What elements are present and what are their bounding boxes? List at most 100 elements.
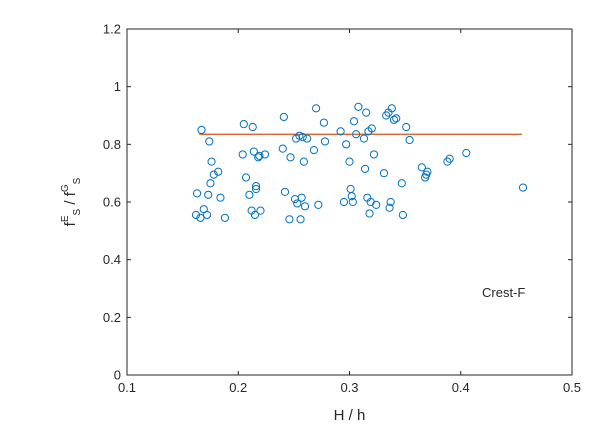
data-point [365,209,374,218]
data-points [191,102,528,224]
data-point [203,210,212,220]
data-point [278,144,287,153]
x-tick-label: 0.3 [340,380,358,395]
data-point [372,200,381,209]
data-point [342,140,351,149]
data-point [239,120,248,129]
data-point [398,210,407,220]
y-tick-label: 0.6 [103,195,121,210]
data-point [367,124,376,133]
data-point [220,213,229,222]
data-point [319,118,329,127]
data-point [382,111,391,120]
data-point [191,210,201,220]
annotation-label: Crest-F [482,285,525,300]
axis-ticks [126,28,573,376]
data-point [518,183,528,192]
data-point [348,197,357,207]
data-point [297,193,306,202]
data-point [312,104,321,113]
data-point [309,146,318,155]
y-label-sup1: E [60,215,71,222]
data-point [248,122,257,132]
y-label-separator: / [62,196,79,209]
data-point [389,115,399,124]
y-axis-label: fES / fGS [60,177,83,226]
y-tick-label: 0.8 [103,137,121,152]
data-point [280,187,290,197]
y-tick-label: 1 [114,79,121,94]
data-point [255,151,264,160]
data-point [216,193,225,202]
y-label-sup2: G [60,184,71,192]
data-point [296,215,305,224]
data-point [207,157,216,166]
x-tick-label: 0.5 [563,380,581,395]
data-point [349,117,359,126]
data-point [245,190,254,199]
data-point [299,157,308,166]
data-point [251,184,261,194]
y-label-sub2: S [72,177,83,184]
data-point [254,153,263,162]
x-tick-label: 0.1 [118,380,136,395]
data-point [387,104,396,113]
y-tick-label: 1.2 [103,22,121,37]
data-point [443,157,452,166]
data-point [336,127,345,136]
data-point [397,179,406,188]
x-tick-label: 0.4 [452,380,470,395]
data-point [354,102,363,111]
data-point [285,215,294,224]
data-point [462,148,471,158]
data-point [360,164,370,173]
data-point [314,200,323,209]
x-axis-label: H / h [334,407,366,424]
data-point [192,189,202,198]
data-point [206,179,215,188]
data-point [196,213,205,222]
data-point [417,163,426,172]
y-tick-label: 0 [114,368,121,383]
data-point [241,173,251,182]
data-point [362,108,371,117]
data-point [250,210,260,220]
data-point [386,197,395,207]
data-point [260,150,270,159]
y-tick-label: 0.2 [103,310,121,325]
data-point [249,147,258,156]
y-label-base2: f [62,191,79,196]
x-tick-label: 0.2 [229,380,247,395]
data-point [405,135,414,145]
data-point [238,150,247,159]
data-point [300,202,310,211]
data-point [392,114,401,123]
data-point [423,167,432,176]
data-point [298,133,307,142]
y-tick-label: 0.4 [103,252,121,267]
data-point [209,170,218,179]
data-point [197,125,206,135]
data-point [256,206,265,215]
data-point [347,192,356,201]
data-point [339,197,349,207]
data-point [293,199,302,208]
data-point [369,150,379,159]
y-label-sub1: S [72,208,83,215]
y-label-base: f [62,221,79,226]
data-point [402,122,411,132]
data-point [286,153,295,162]
data-point [320,137,330,146]
data-point [359,134,369,143]
data-point [214,167,223,176]
data-point [445,154,454,163]
data-point [345,157,354,166]
tick-labels: 0.1 0.2 0.3 0.4 0.5 0 0.2 0.4 0.6 0.8 1 1.2 [103,22,581,396]
data-point [385,203,394,212]
data-point [251,182,261,191]
data-point [279,112,288,122]
data-point [205,137,214,146]
data-point [379,169,389,178]
data-point [303,134,312,143]
